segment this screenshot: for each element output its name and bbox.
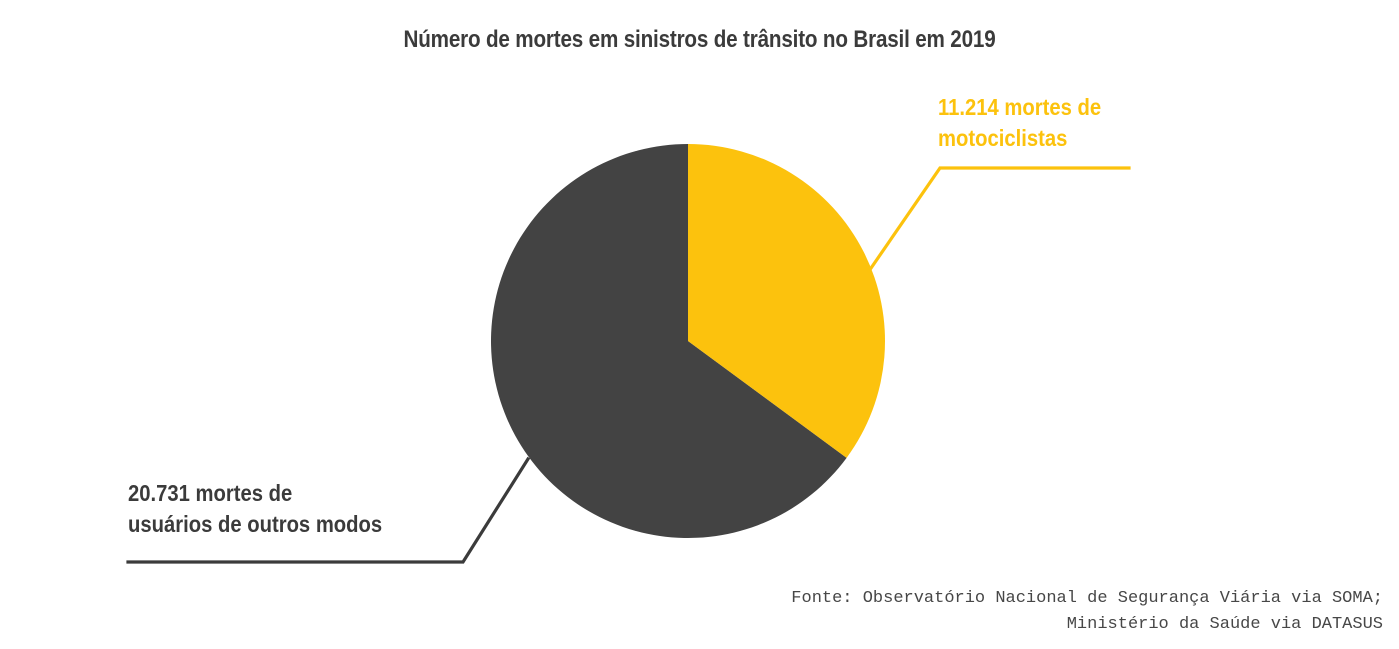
callout-motociclistas-line1: 11.214 mortes de <box>938 94 1102 120</box>
callout-outros-modos: 20.731 mortes de usuários de outros modo… <box>128 478 382 540</box>
pie-slice-outros-modos <box>491 143 847 538</box>
source-note-line1: Fonte: Observatório Nacional de Seguranç… <box>791 589 1383 608</box>
leader-line-motociclistas <box>866 166 1131 274</box>
source-note-line2: Ministério da Saúde via DATASUS <box>1066 615 1383 634</box>
page-title: Número de mortes em sinistros de trânsit… <box>403 26 996 53</box>
leader-line-outros-modos <box>126 456 531 564</box>
source-note: Fonte: Observatório Nacional de Seguranç… <box>791 586 1383 638</box>
callout-outros-modos-line1: 20.731 mortes de <box>128 480 293 506</box>
callout-outros-modos-line2: usuários de outros modos <box>128 511 383 537</box>
pie-slice-motociclistas <box>688 144 886 458</box>
callout-motociclistas: 11.214 mortes de motociclistas <box>938 92 1101 154</box>
callout-motociclistas-line2: motociclistas <box>938 125 1068 151</box>
